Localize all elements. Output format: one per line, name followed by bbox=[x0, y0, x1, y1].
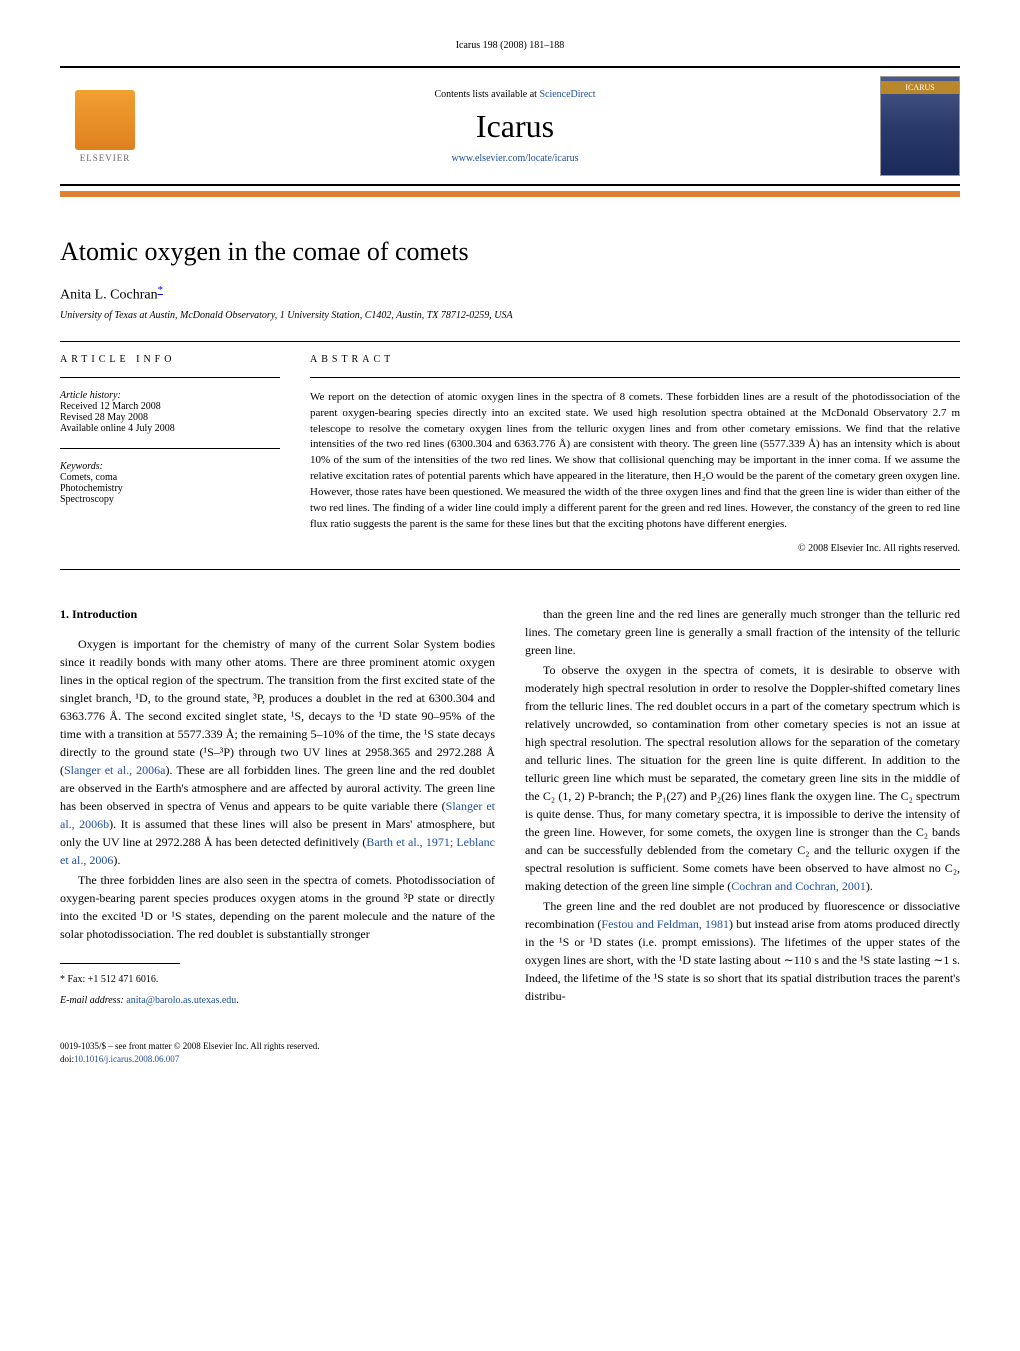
keyword-item: Spectroscopy bbox=[60, 494, 280, 505]
elsevier-label: ELSEVIER bbox=[80, 153, 131, 163]
header-center: Contents lists available at ScienceDirec… bbox=[150, 89, 880, 164]
fax-label: * Fax: bbox=[60, 974, 88, 985]
p1-text-a: Oxygen is important for the chemistry of… bbox=[60, 637, 495, 777]
divider-abstract bbox=[310, 377, 960, 378]
article-history: Article history: Received 12 March 2008 … bbox=[60, 390, 280, 434]
page-footer: 0019-1035/$ – see front matter © 2008 El… bbox=[60, 1040, 960, 1065]
p4-text-b: ). bbox=[866, 879, 873, 893]
divider-keywords bbox=[60, 448, 280, 449]
journal-cover-thumbnail: ICARUS bbox=[880, 76, 960, 176]
keywords-label: Keywords: bbox=[60, 461, 280, 472]
available-date: Available online 4 July 2008 bbox=[60, 423, 280, 434]
journal-name: Icarus bbox=[150, 108, 880, 145]
sciencedirect-link[interactable]: ScienceDirect bbox=[539, 89, 595, 100]
email-link[interactable]: anita@barolo.as.utexas.edu bbox=[126, 995, 236, 1006]
contents-available: Contents lists available at ScienceDirec… bbox=[150, 89, 880, 100]
abstract-text: We report on the detection of atomic oxy… bbox=[310, 390, 960, 533]
journal-header: ELSEVIER Contents lists available at Sci… bbox=[60, 66, 960, 186]
cover-label: ICARUS bbox=[881, 81, 959, 94]
article-info-column: ARTICLE INFO Article history: Received 1… bbox=[60, 354, 280, 554]
p1-text-d: ). bbox=[113, 853, 120, 867]
meta-abstract-row: ARTICLE INFO Article history: Received 1… bbox=[60, 354, 960, 554]
footnote-fax: * Fax: +1 512 471 6016. bbox=[60, 972, 495, 987]
author-name: Anita L. Cochran* bbox=[60, 285, 960, 304]
elsevier-logo: ELSEVIER bbox=[60, 81, 150, 171]
received-date: Received 12 March 2008 bbox=[60, 401, 280, 412]
journal-reference: Icarus 198 (2008) 181–188 bbox=[60, 40, 960, 51]
doi-label: doi: bbox=[60, 1054, 74, 1064]
footer-copyright: 0019-1035/$ – see front matter © 2008 El… bbox=[60, 1040, 960, 1053]
paragraph-3: than the green line and the red lines ar… bbox=[525, 605, 960, 659]
paragraph-2: The three forbidden lines are also seen … bbox=[60, 871, 495, 943]
doi-link[interactable]: 10.1016/j.icarus.2008.06.007 bbox=[74, 1054, 179, 1064]
keywords-section: Keywords: Comets, coma Photochemistry Sp… bbox=[60, 461, 280, 505]
article-title: Atomic oxygen in the comae of comets bbox=[60, 237, 960, 267]
footnote-divider bbox=[60, 963, 180, 964]
ref-festou-1981[interactable]: Festou and Feldman, 1981 bbox=[601, 917, 729, 931]
paragraph-5: The green line and the red doublet are n… bbox=[525, 897, 960, 1005]
divider-bottom bbox=[60, 569, 960, 570]
revised-date: Revised 28 May 2008 bbox=[60, 412, 280, 423]
footnote-email: E-mail address: anita@barolo.as.utexas.e… bbox=[60, 993, 495, 1008]
abstract-heading: ABSTRACT bbox=[310, 354, 960, 365]
paragraph-4: To observe the oxygen in the spectra of … bbox=[525, 661, 960, 895]
author-footnote-marker[interactable]: * bbox=[158, 285, 163, 296]
author-text: Anita L. Cochran bbox=[60, 288, 158, 303]
p4-text-a: To observe the oxygen in the spectra of … bbox=[525, 663, 960, 893]
abstract-copyright: © 2008 Elsevier Inc. All rights reserved… bbox=[310, 543, 960, 554]
fax-number: +1 512 471 6016. bbox=[88, 974, 159, 985]
elsevier-tree-icon bbox=[75, 90, 135, 150]
keyword-item: Comets, coma bbox=[60, 472, 280, 483]
ref-cochran-2001[interactable]: Cochran and Cochran, 2001 bbox=[731, 879, 866, 893]
contents-prefix: Contents lists available at bbox=[434, 89, 539, 100]
affiliation: University of Texas at Austin, McDonald … bbox=[60, 310, 960, 321]
divider-top bbox=[60, 341, 960, 342]
history-label: Article history: bbox=[60, 390, 280, 401]
journal-url: www.elsevier.com/locate/icarus bbox=[150, 153, 880, 164]
section-1-heading: 1. Introduction bbox=[60, 605, 495, 623]
body-two-column: 1. Introduction Oxygen is important for … bbox=[60, 605, 960, 1010]
divider-info bbox=[60, 377, 280, 378]
abstract-column: ABSTRACT We report on the detection of a… bbox=[310, 354, 960, 554]
keyword-item: Photochemistry bbox=[60, 483, 280, 494]
ref-slanger-2006a[interactable]: Slanger et al., 2006a bbox=[64, 763, 165, 777]
article-info-heading: ARTICLE INFO bbox=[60, 354, 280, 365]
footer-doi: doi:10.1016/j.icarus.2008.06.007 bbox=[60, 1053, 960, 1066]
email-label: E-mail address: bbox=[60, 995, 126, 1006]
journal-url-link[interactable]: www.elsevier.com/locate/icarus bbox=[451, 153, 578, 164]
orange-divider-bar bbox=[60, 191, 960, 197]
paragraph-1: Oxygen is important for the chemistry of… bbox=[60, 635, 495, 869]
